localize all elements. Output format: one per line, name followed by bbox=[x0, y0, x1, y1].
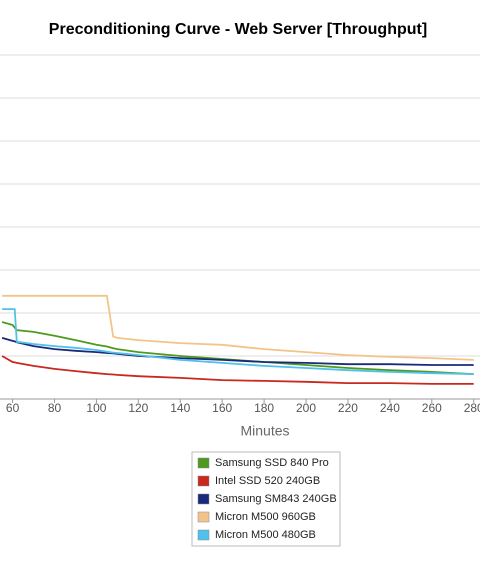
x-tick-label: 280 bbox=[464, 401, 480, 415]
chart-title: Preconditioning Curve - Web Server [Thro… bbox=[49, 21, 427, 38]
series-line bbox=[2, 294, 474, 361]
legend-label: Micron M500 960GB bbox=[215, 511, 316, 523]
x-axis-label: Minutes bbox=[240, 423, 289, 439]
x-tick-label: 260 bbox=[422, 401, 442, 415]
x-tick-label: 60 bbox=[6, 401, 20, 415]
legend-label: Intel SSD 520 240GB bbox=[215, 475, 320, 487]
legend-swatch bbox=[197, 475, 210, 487]
series-line bbox=[2, 308, 474, 375]
x-tick-label: 120 bbox=[128, 401, 148, 415]
series-line bbox=[1, 337, 474, 366]
x-tick-label: 180 bbox=[254, 401, 274, 415]
series-line bbox=[1, 321, 474, 375]
legend-swatch bbox=[197, 493, 210, 505]
legend-box bbox=[191, 451, 341, 547]
x-tick-label: 220 bbox=[338, 401, 358, 415]
x-tick-label: 100 bbox=[86, 401, 106, 415]
series-line bbox=[1, 355, 474, 385]
x-tick-label: 80 bbox=[48, 401, 62, 415]
legend-label: Samsung SM843 240GB bbox=[215, 493, 337, 505]
x-tick-label: 160 bbox=[212, 401, 232, 415]
legend-swatch bbox=[197, 457, 210, 469]
x-tick-label: 140 bbox=[170, 401, 190, 415]
legend-swatch bbox=[197, 529, 210, 541]
legend-label: Micron M500 480GB bbox=[215, 529, 316, 541]
legend-swatch bbox=[197, 511, 210, 523]
x-tick-label: 240 bbox=[380, 401, 400, 415]
x-tick-label: 200 bbox=[296, 401, 316, 415]
legend-label: Samsung SSD 840 Pro bbox=[215, 457, 329, 469]
